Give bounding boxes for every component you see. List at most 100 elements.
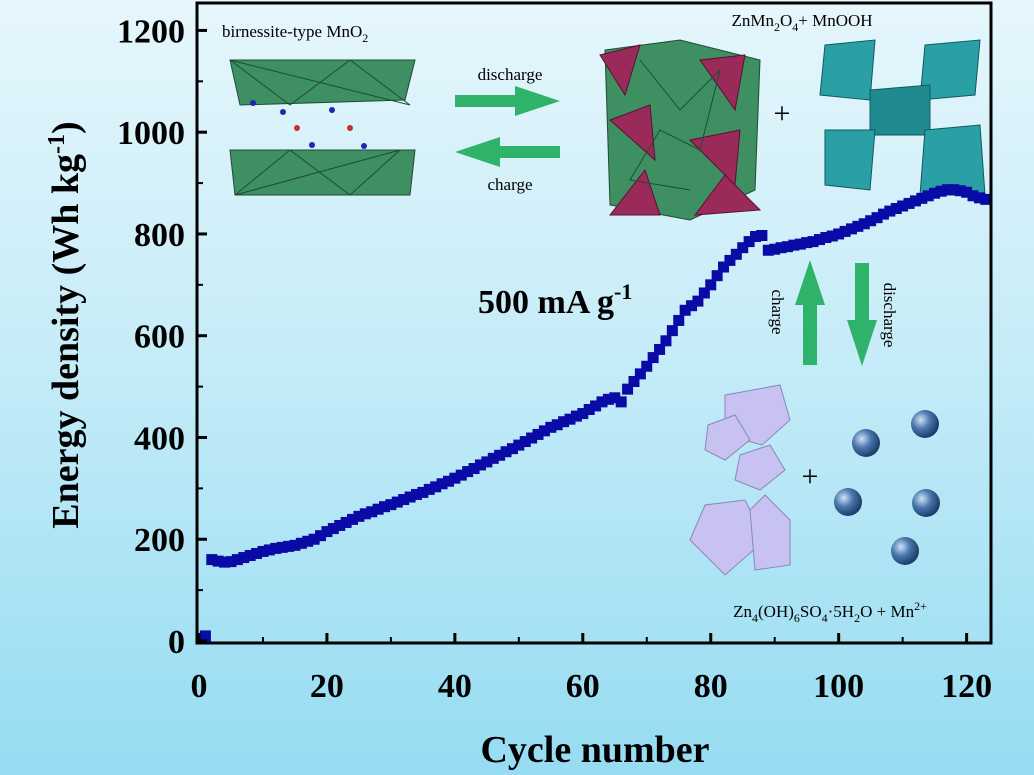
data-point <box>353 510 365 522</box>
data-point <box>929 187 941 199</box>
x-tick-label: 40 <box>438 668 472 705</box>
data-point <box>276 541 288 553</box>
data-point <box>852 220 864 232</box>
data-point <box>801 237 813 249</box>
data-point <box>359 508 371 520</box>
x-tick-label: 80 <box>694 668 728 705</box>
data-point <box>474 459 486 471</box>
data-point <box>877 208 889 220</box>
data-point <box>961 186 973 198</box>
data-point <box>410 488 422 500</box>
x-tick-label: 60 <box>566 668 600 705</box>
data-point <box>967 190 979 202</box>
data-point <box>909 195 921 207</box>
data-point <box>903 197 915 209</box>
data-point <box>295 537 307 549</box>
data-point <box>698 287 710 299</box>
data-point <box>865 215 877 227</box>
data-point <box>660 335 672 347</box>
data-point <box>794 238 806 250</box>
data-point <box>500 446 512 458</box>
y-tick-label: 800 <box>134 217 185 254</box>
data-point <box>916 192 928 204</box>
data-point <box>743 236 755 248</box>
data-point <box>705 279 717 291</box>
data-point <box>455 469 467 481</box>
x-tick-label: 120 <box>941 668 992 705</box>
data-point <box>641 360 653 372</box>
data-point <box>775 242 787 254</box>
data-point <box>871 212 883 224</box>
spinel-label: ZnMn2O4+ MnOOH <box>731 11 872 34</box>
data-point <box>922 190 934 202</box>
data-point <box>538 425 550 437</box>
data-point <box>954 185 966 197</box>
data-point <box>372 503 384 515</box>
y-tick-label: 1000 <box>117 115 185 152</box>
data-point <box>890 203 902 215</box>
discharge-label: discharge <box>478 65 543 84</box>
discharge-vertical-label: discharge <box>880 283 899 348</box>
data-point <box>238 552 250 564</box>
data-point <box>737 242 749 254</box>
data-point <box>494 449 506 461</box>
data-point <box>730 248 742 260</box>
x-tick-label: 20 <box>310 668 344 705</box>
data-point <box>673 314 685 326</box>
data-point <box>532 428 544 440</box>
data-point <box>666 325 678 337</box>
data-point <box>583 403 595 415</box>
birnessite-label: birnessite-type MnO2 <box>222 22 368 45</box>
data-point <box>609 392 621 404</box>
data-point <box>315 530 327 542</box>
data-point <box>590 400 602 412</box>
data-point <box>724 254 736 266</box>
data-point <box>858 218 870 230</box>
data-point <box>283 540 295 552</box>
birnessite-structure-icon <box>229 59 416 196</box>
data-point <box>334 520 346 532</box>
y-tick-label: 0 <box>168 624 185 661</box>
data-point <box>244 550 256 562</box>
y-tick-label: 200 <box>134 522 185 559</box>
znmn2o4-structure-icon <box>599 39 762 221</box>
data-point <box>219 556 231 568</box>
x-axis-label: Cycle number <box>480 729 709 771</box>
data-point <box>225 556 237 568</box>
data-point <box>231 554 243 566</box>
data-point <box>647 352 659 364</box>
data-point <box>769 243 781 255</box>
data-point <box>692 295 704 307</box>
data-point <box>212 555 224 567</box>
data-point <box>545 421 557 433</box>
data-point <box>302 535 314 547</box>
data-point <box>813 234 825 246</box>
data-point <box>385 499 397 511</box>
data-point <box>551 419 563 431</box>
y-axis-label: Energy density (Wh kg-1) <box>44 121 87 528</box>
data-point <box>423 483 435 495</box>
data-point <box>391 496 403 508</box>
data-point <box>615 396 627 408</box>
data-point <box>263 544 275 556</box>
mn-ion-spheres-icon <box>834 410 940 565</box>
data-point <box>513 439 525 451</box>
data-point <box>321 526 333 538</box>
data-point <box>366 506 378 518</box>
data-point <box>449 472 461 484</box>
y-tick-label: 600 <box>134 319 185 356</box>
data-point <box>820 232 832 244</box>
plus-sign-bottom: + <box>802 460 819 493</box>
data-point <box>526 432 538 444</box>
charge-vertical-label: charge <box>768 290 787 335</box>
y-tick-label: 400 <box>134 420 185 457</box>
data-point <box>756 229 768 241</box>
zinc-hydroxide-sulfate-label: Zn4(OH)6SO4·5H2O + Mn2+ <box>733 599 927 625</box>
data-point <box>973 192 985 204</box>
data-point <box>379 501 391 513</box>
data-point <box>442 475 454 487</box>
data-point <box>596 396 608 408</box>
data-point <box>347 513 359 525</box>
plus-sign-top: + <box>774 97 791 130</box>
data-point <box>948 184 960 196</box>
